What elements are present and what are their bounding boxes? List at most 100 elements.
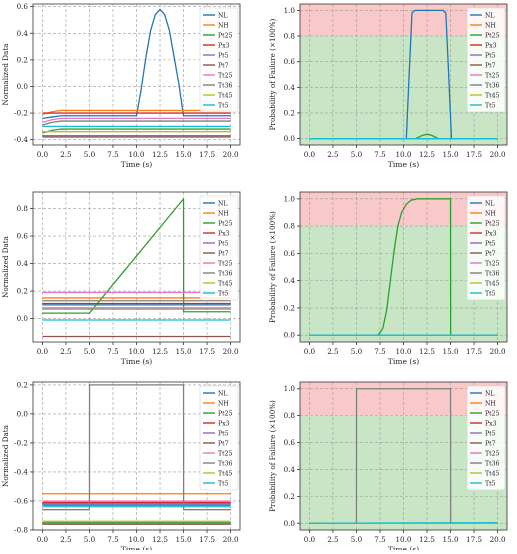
x-tick-label: 10.0 bbox=[128, 150, 144, 159]
series-line-tt36 bbox=[42, 120, 231, 126]
x-axis-label: Time (s) bbox=[121, 160, 152, 169]
x-tick-label: 10.0 bbox=[128, 535, 144, 544]
y-tick-label: 0.0 bbox=[284, 331, 296, 340]
x-tick-label: 0.0 bbox=[37, 535, 49, 544]
legend-label: Pt5 bbox=[485, 240, 496, 247]
legend: NL NH Pt25 Px3 Pt5 Pt7 Tt25 Tt36 Tt45 Tt5 bbox=[466, 385, 506, 491]
legend-label: Pt25 bbox=[218, 32, 233, 39]
x-tick-label: 7.5 bbox=[374, 535, 386, 544]
series-line-nl bbox=[309, 9, 498, 140]
x-tick-label: 17.5 bbox=[466, 150, 482, 159]
y-tick-label: 0.8 bbox=[284, 32, 296, 41]
legend-label: Pt5 bbox=[218, 240, 229, 247]
x-tick-label: 15.0 bbox=[443, 535, 459, 544]
legend-label: Pt5 bbox=[218, 430, 229, 437]
legend-label: Tt45 bbox=[218, 280, 233, 287]
y-tick-label: 0.2 bbox=[284, 108, 295, 117]
y-tick-label: -0.2 bbox=[14, 109, 28, 118]
chart-r3-left: 0.0 2.5 5.0 7.5 10.0 12.5 15.0 17.5 20.0 -0.8 -0.6… bbox=[1, 380, 241, 554]
legend-label: Tt5 bbox=[485, 290, 496, 297]
y-tick-label: 0.0 bbox=[17, 314, 29, 323]
y-tick-label: -0.6 bbox=[14, 496, 28, 505]
x-tick-label: 12.5 bbox=[152, 535, 168, 544]
legend-label: NH bbox=[485, 22, 496, 29]
x-tick-label: 20.0 bbox=[223, 535, 239, 544]
x-tick-label: 20.0 bbox=[223, 347, 239, 356]
series-group bbox=[309, 388, 498, 524]
x-tick-label: 2.5 bbox=[327, 535, 339, 544]
x-tick-label: 5.0 bbox=[84, 150, 96, 159]
legend-label: Tt25 bbox=[218, 450, 233, 457]
y-tick-label: 0.4 bbox=[284, 83, 296, 92]
x-tick-label: 15.0 bbox=[176, 150, 192, 159]
chart-r2-right: 0.0 2.5 5.0 7.5 10.0 12.5 15.0 17.5 20.0 0.0 0.2 0.… bbox=[268, 191, 508, 366]
series-line-tt5 bbox=[309, 521, 498, 524]
legend-label: Tt5 bbox=[218, 290, 229, 297]
legend: NL NH Pt25 Px3 Pt5 Pt7 Tt25 Tt36 Tt45 Tt5 bbox=[199, 385, 239, 491]
series-line-pt25 bbox=[309, 198, 498, 336]
x-tick-label: 20.0 bbox=[490, 535, 506, 544]
legend-label: Tt45 bbox=[485, 92, 500, 99]
x-tick-label: 20.0 bbox=[490, 347, 506, 356]
x-tick-label: 7.5 bbox=[107, 150, 119, 159]
x-axis-label: Time (s) bbox=[121, 357, 152, 366]
legend-label: Pt25 bbox=[485, 410, 500, 417]
legend-label: NL bbox=[485, 390, 495, 397]
legend-label: Px3 bbox=[218, 230, 230, 237]
x-tick-label: 5.0 bbox=[84, 347, 96, 356]
x-tick-label: 20.0 bbox=[490, 150, 506, 159]
y-axis-label: Normalized Data bbox=[1, 424, 10, 487]
legend-label: Pt7 bbox=[218, 250, 229, 257]
legend-label: NL bbox=[218, 390, 228, 397]
y-axis-label: Probability of Failure (×100%) bbox=[268, 211, 277, 323]
x-tick-label: 17.5 bbox=[466, 347, 482, 356]
legend-label: Tt5 bbox=[485, 102, 496, 109]
legend-label: Tt36 bbox=[218, 82, 233, 89]
x-axis-label: Time (s) bbox=[388, 545, 419, 550]
legend-label: Pt5 bbox=[485, 52, 496, 59]
legend: NL NH Pt25 Px3 Pt5 Pt7 Tt25 Tt36 Tt45 Tt5 bbox=[199, 7, 239, 113]
y-tick-label: 1.0 bbox=[284, 384, 296, 393]
legend: NL NH Pt25 Px3 Pt5 Pt7 Tt25 Tt36 Tt45 Tt5 bbox=[466, 7, 506, 113]
y-tick-label: 0.6 bbox=[284, 438, 296, 447]
legend-box bbox=[466, 195, 506, 301]
y-axis-label: Probability of Failure (×100%) bbox=[268, 400, 277, 512]
legend-label: Tt5 bbox=[218, 102, 229, 109]
x-tick-label: 7.5 bbox=[107, 535, 119, 544]
y-tick-label: 0.0 bbox=[284, 519, 296, 528]
legend-label: Pt25 bbox=[218, 410, 233, 417]
legend-label: Tt36 bbox=[218, 270, 233, 277]
y-tick-label: 0.6 bbox=[284, 57, 296, 66]
chart-r3-right: 0.0 2.5 5.0 7.5 10.0 12.5 15.0 17.5 20.0 0.0 0.2 0.… bbox=[268, 381, 508, 554]
legend: NL NH Pt25 Px3 Pt5 Pt7 Tt25 Tt36 Tt45 Tt5 bbox=[199, 195, 239, 301]
y-tick-label: 0.2 bbox=[17, 380, 28, 389]
y-tick-label: 0.2 bbox=[17, 55, 28, 64]
x-tick-label: 5.0 bbox=[351, 347, 363, 356]
y-tick-label: 1.0 bbox=[284, 194, 296, 203]
x-tick-label: 2.5 bbox=[60, 535, 72, 544]
legend-label: NH bbox=[218, 210, 229, 217]
legend-label: Tt36 bbox=[485, 270, 500, 277]
legend-label: NH bbox=[218, 22, 229, 29]
legend-label: Pt25 bbox=[485, 32, 500, 39]
x-tick-label: 0.0 bbox=[37, 150, 49, 159]
legend-label: Px3 bbox=[485, 420, 497, 427]
legend-label: Tt25 bbox=[485, 260, 500, 267]
legend-label: Px3 bbox=[218, 42, 230, 49]
legend-label: Tt25 bbox=[485, 450, 500, 457]
legend-label: NL bbox=[218, 12, 228, 19]
x-tick-label: 10.0 bbox=[128, 347, 144, 356]
legend-label: Pt7 bbox=[485, 62, 496, 69]
x-tick-label: 20.0 bbox=[223, 150, 239, 159]
x-axis-label: Time (s) bbox=[388, 357, 419, 366]
legend-label: Tt25 bbox=[218, 260, 233, 267]
y-tick-label: 0.4 bbox=[284, 276, 296, 285]
x-tick-label: 2.5 bbox=[327, 150, 339, 159]
legend-label: Pt5 bbox=[485, 430, 496, 437]
legend-label: Tt25 bbox=[218, 72, 233, 79]
legend-label: Pt7 bbox=[485, 250, 496, 257]
x-tick-label: 10.0 bbox=[395, 347, 411, 356]
x-tick-label: 10.0 bbox=[395, 150, 411, 159]
y-tick-label: 0.2 bbox=[284, 303, 295, 312]
